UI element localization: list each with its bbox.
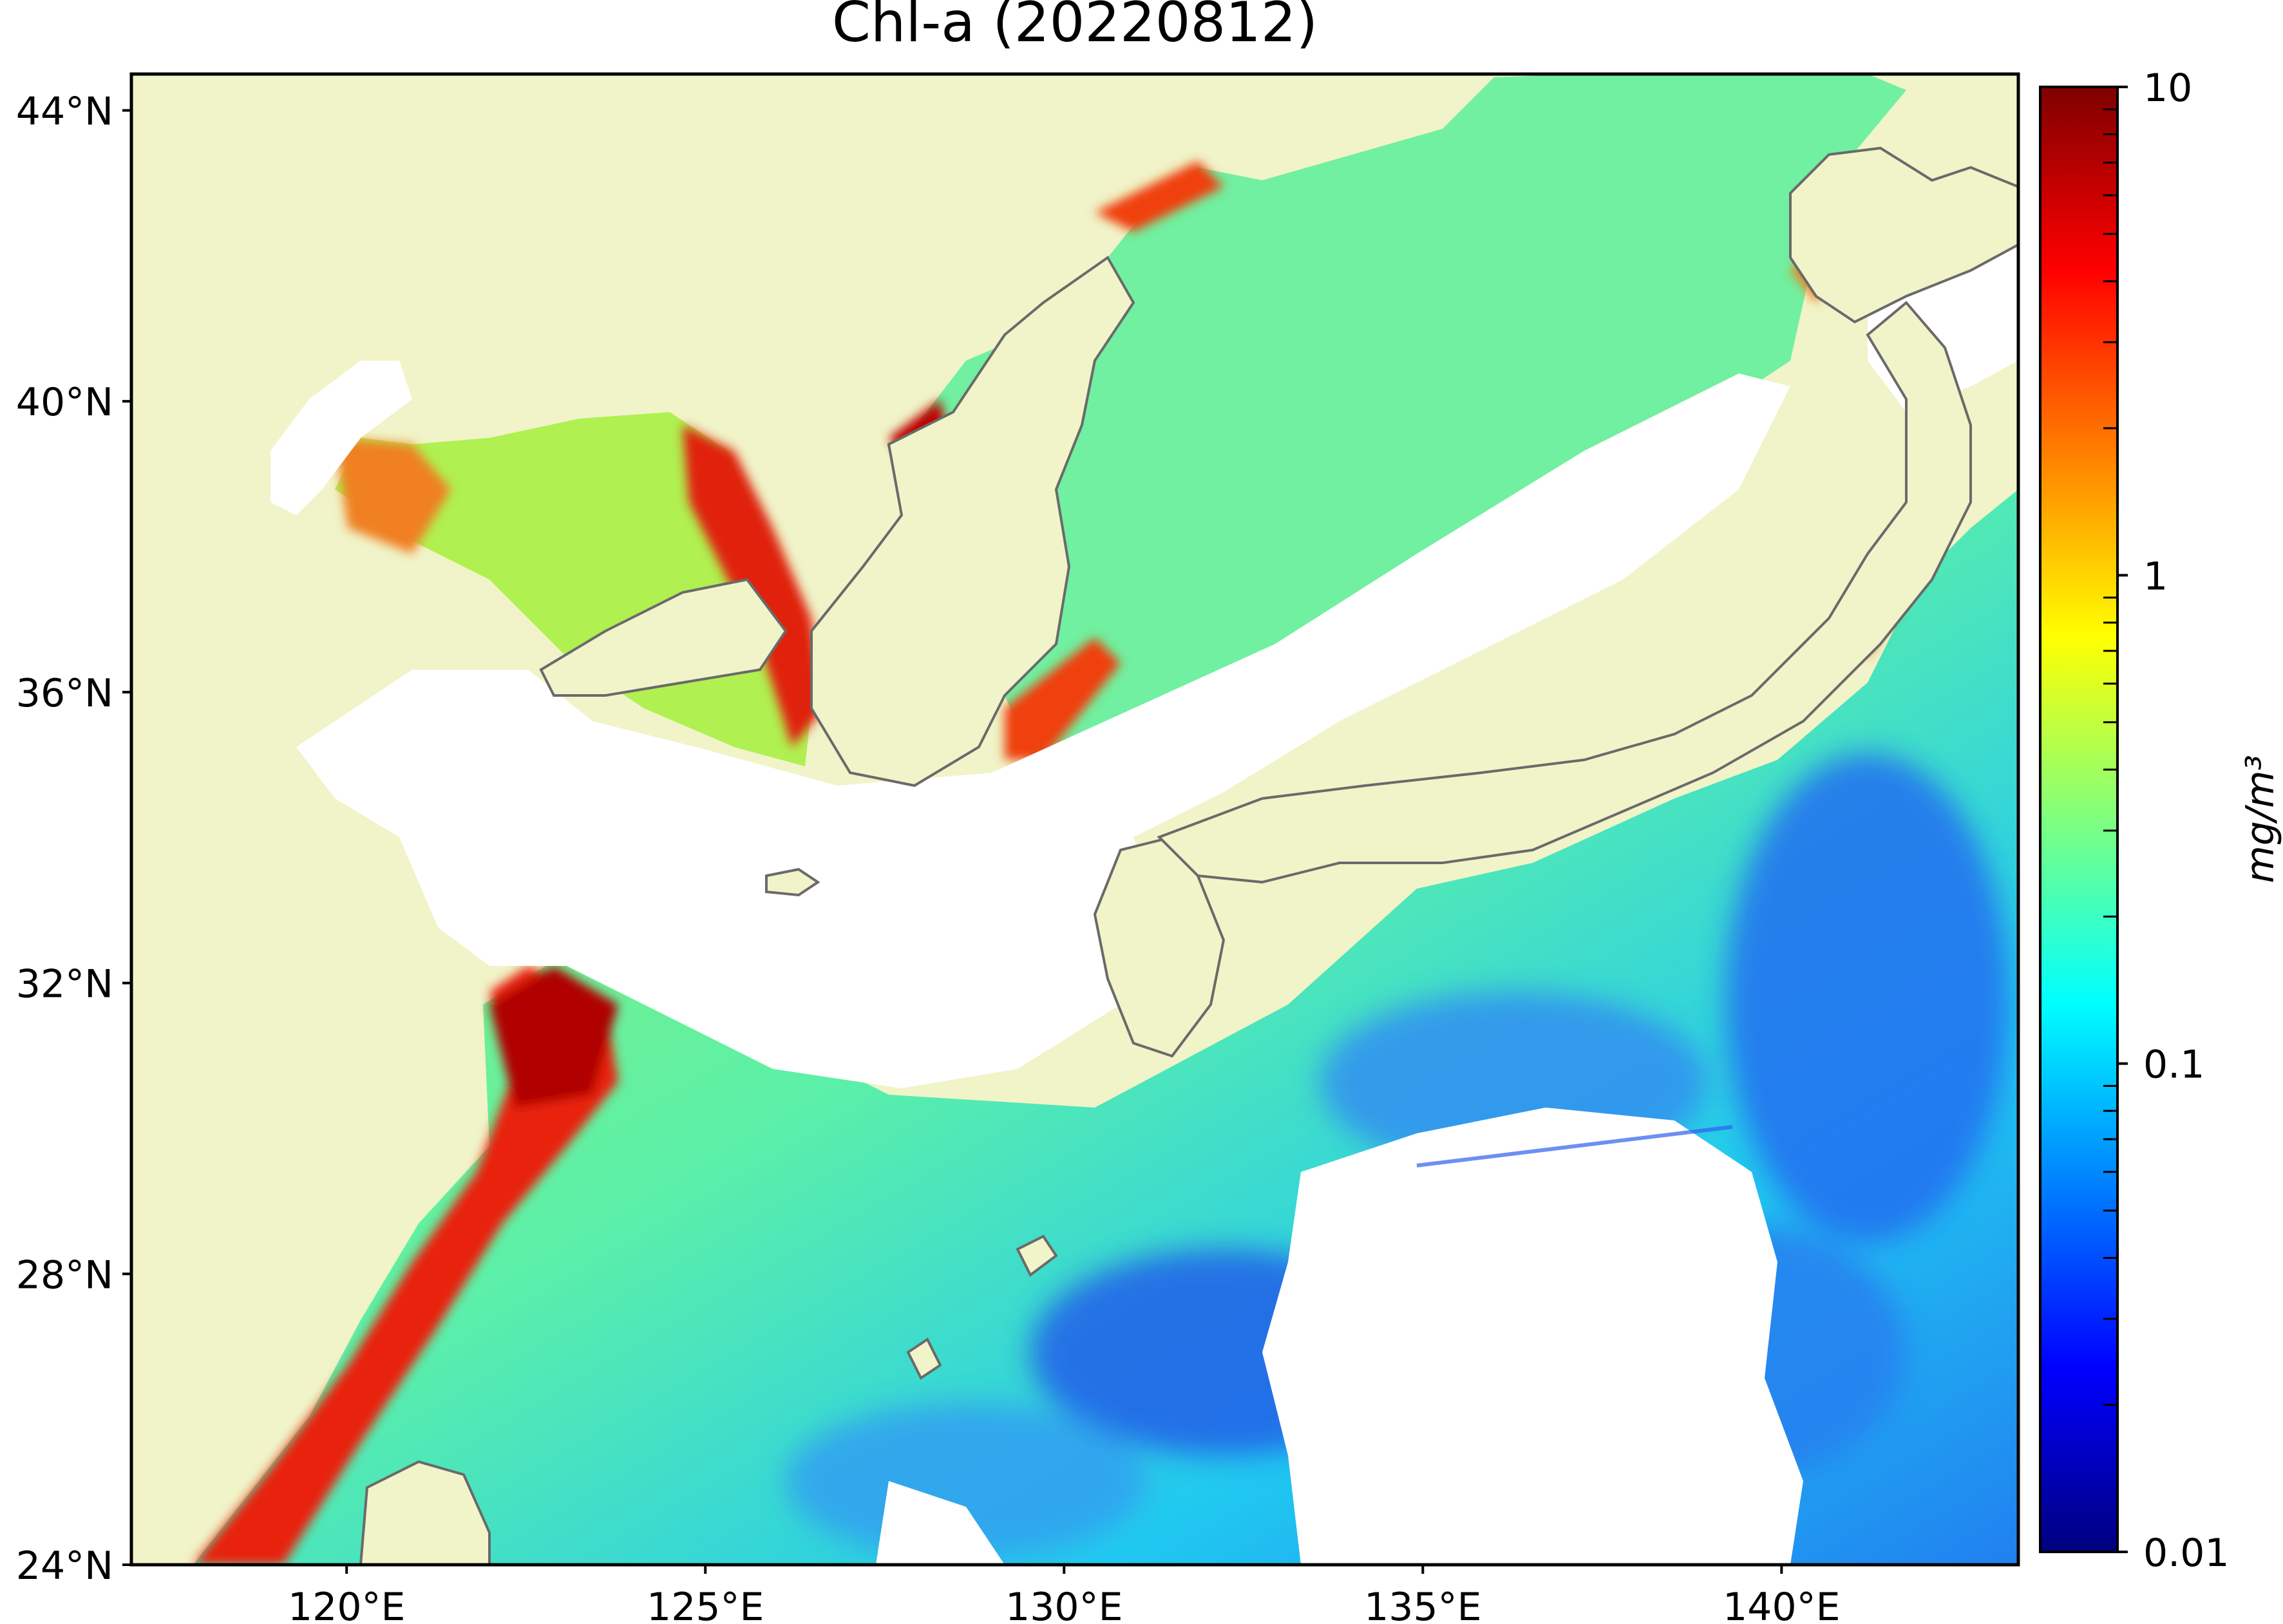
colorbar-ticks: 10 1 0.1 0.01: [2117, 66, 2230, 1576]
colorbar-tick-label: 0.1: [2143, 1043, 2204, 1088]
colorbar-tick-label: 0.01: [2143, 1531, 2230, 1576]
jeju: [765, 867, 820, 897]
map-frame: [129, 72, 2020, 1567]
honshu-shikoku: [1157, 301, 1972, 884]
y-axis-ticks: 24°N 28°N 32°N 36°N 40°N 44°N: [16, 89, 131, 1589]
colorbar-tick-label: 10: [2143, 66, 2192, 111]
y-tick-label: 36°N: [16, 671, 113, 716]
x-tick-label: 125°E: [647, 1585, 764, 1624]
x-tick-label: 120°E: [288, 1585, 405, 1624]
y-tick-label: 40°N: [16, 380, 113, 425]
x-tick-label: 135°E: [1364, 1585, 1481, 1624]
colorbar-unit-label: mg/m³: [2238, 755, 2283, 883]
sea-of-japan: [902, 74, 1906, 811]
amami: [1016, 1234, 1058, 1278]
colorbar-tick-label: 1: [2143, 554, 2168, 599]
landmasses: [359, 146, 2018, 1565]
swath-artifact-line: [1416, 1125, 1733, 1167]
okinawa: [906, 1337, 942, 1380]
y-tick-label: 28°N: [16, 1252, 113, 1298]
y-tick-label: 44°N: [16, 89, 113, 134]
colorbar-minor-ticks: [2103, 108, 2117, 1406]
hokkaido: [1789, 146, 2018, 324]
x-tick-label: 130°E: [1005, 1585, 1123, 1624]
korea-peninsula: [810, 256, 1135, 788]
colorbar-frame: [2039, 86, 2119, 1553]
shandong-peninsula: [539, 578, 788, 697]
x-axis-ticks: 120°E 125°E 130°E 135°E 140°E: [288, 1565, 1841, 1624]
colorbar-gradient: [2040, 87, 2117, 1552]
map-area: [131, 74, 2018, 1565]
y-tick-label: 32°N: [16, 962, 113, 1007]
map-title: Chl-a (20220812): [832, 0, 1318, 55]
taiwan: [359, 1460, 491, 1565]
x-tick-label: 140°E: [1723, 1585, 1840, 1624]
y-tick-label: 24°N: [16, 1544, 113, 1589]
